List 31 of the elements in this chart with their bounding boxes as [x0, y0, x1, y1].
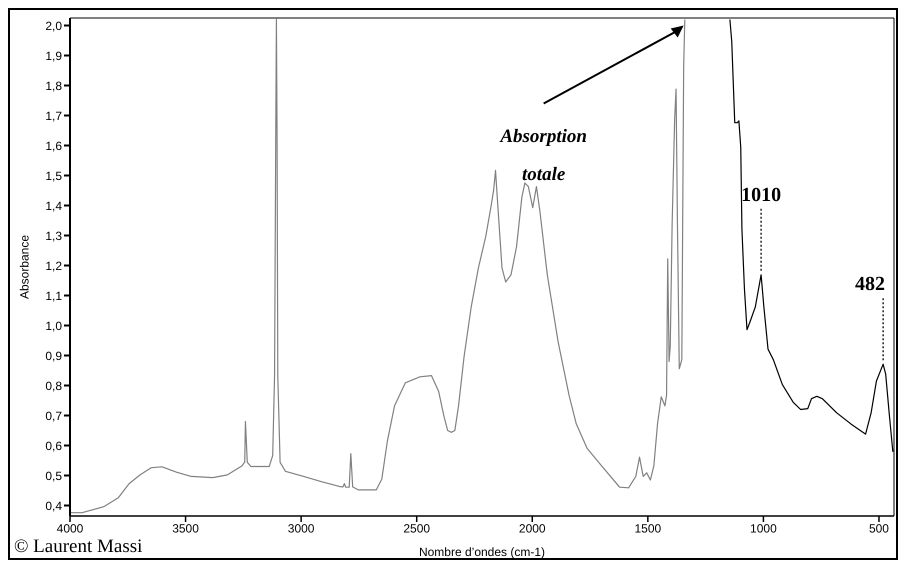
x-tick-label: 3500: [172, 522, 200, 536]
x-tick-label: 1500: [634, 522, 662, 536]
y-tick-label: 1,9: [45, 48, 62, 63]
x-tick-label: 3000: [288, 522, 315, 536]
x-tick-label: 4000: [56, 522, 84, 536]
y-tick-label: 1,6: [45, 138, 62, 153]
y-tick-label: 1,8: [45, 78, 62, 93]
line-series: [70, 18, 686, 514]
y-tick-label: 0,6: [45, 438, 62, 453]
y-tick-label: 1,3: [45, 228, 62, 243]
y-tick-label: 0,5: [45, 468, 62, 483]
annotation: 1010: [741, 184, 782, 206]
x-tick-label: 500: [868, 522, 890, 536]
annotation: 482: [855, 273, 885, 296]
y-tick-label: 2,0: [45, 18, 62, 33]
y-tick-label: 1,0: [45, 318, 62, 333]
y-tick-label: 0,4: [45, 498, 62, 513]
y-tick-label: 0,7: [45, 408, 62, 423]
y-tick-label: 1,2: [45, 258, 62, 273]
annotation: Absorption totale: [498, 124, 588, 186]
text: © Laurent Massi: [14, 536, 142, 558]
y-tick-label: 0,8: [45, 378, 62, 393]
x-tick-label: 2500: [403, 522, 430, 536]
y-tick-label: 1,4: [45, 198, 62, 213]
y-tick-label: 0,9: [45, 348, 62, 363]
y-tick-label: 1,1: [45, 288, 62, 303]
y-tick-label: 1,7: [45, 108, 62, 123]
y-axis-title: Absorbance: [17, 234, 32, 300]
x-tick-label: 2000: [518, 522, 546, 536]
x-tick-label: 1000: [750, 522, 778, 536]
y-tick-label: 1,5: [45, 168, 62, 183]
